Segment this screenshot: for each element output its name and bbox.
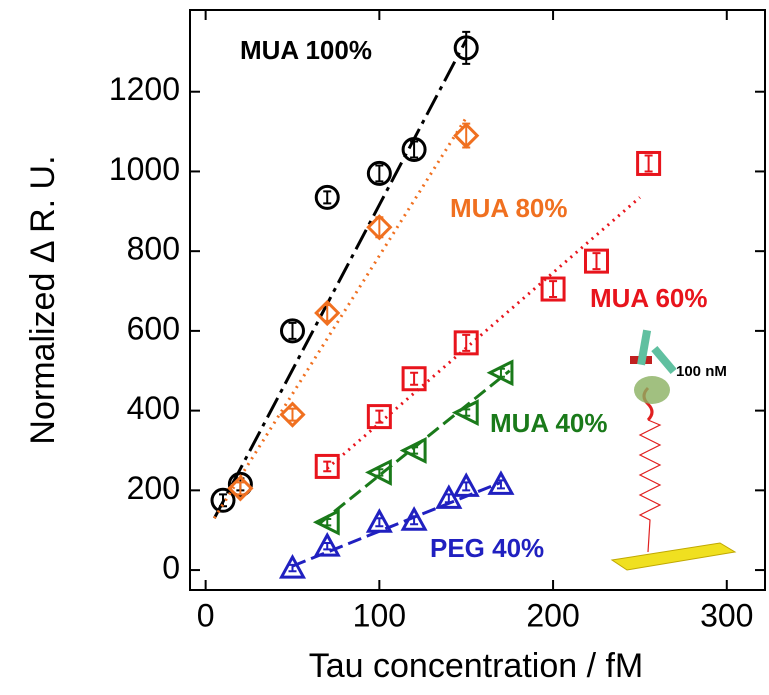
error-bar: [645, 155, 653, 171]
error-bar: [375, 165, 383, 181]
x-tick-label: 300: [700, 597, 753, 633]
error-bar: [549, 281, 557, 297]
y-axis-label: Normalized Δ R. U.: [24, 155, 62, 444]
y-tick-label: 1000: [109, 151, 180, 187]
y-tick-label: 600: [127, 310, 180, 346]
series-label: PEG 40%: [430, 533, 544, 563]
x-axis-label: Tau concentration / fM: [309, 647, 644, 685]
x-tick-label: 0: [197, 597, 215, 633]
error-bar: [410, 373, 418, 385]
series-label: MUA 60%: [590, 283, 708, 313]
y-tick-label: 0: [162, 550, 180, 586]
error-bar: [592, 253, 600, 269]
error-bar: [323, 462, 331, 472]
y-tick-label: 400: [127, 390, 180, 426]
error-bar: [462, 409, 470, 415]
error-bar: [288, 323, 296, 339]
error-bar: [375, 518, 383, 526]
series-label: MUA 40%: [490, 408, 608, 438]
fit-line: [214, 40, 466, 518]
error-bar: [410, 447, 418, 453]
error-bar: [236, 482, 244, 494]
inset-label: 100 nM: [676, 363, 727, 380]
error-bar: [288, 565, 296, 571]
series-label: MUA 100%: [240, 35, 372, 65]
error-bar: [462, 482, 470, 490]
x-tick-label: 100: [353, 597, 406, 633]
y-tick-label: 1200: [109, 71, 180, 107]
error-bar: [323, 543, 331, 549]
error-bar: [323, 519, 331, 525]
x-tick-label: 200: [526, 597, 579, 633]
chart: Tau concentration / fM Normalized Δ R. U…: [0, 0, 769, 690]
error-bar: [462, 335, 470, 351]
series-label: MUA 80%: [450, 193, 568, 223]
error-bar: [375, 411, 383, 423]
error-bar: [323, 191, 331, 203]
y-tick-label: 200: [127, 470, 180, 506]
error-bar: [288, 409, 296, 421]
fit-line: [214, 118, 466, 519]
y-tick-label: 800: [127, 231, 180, 267]
